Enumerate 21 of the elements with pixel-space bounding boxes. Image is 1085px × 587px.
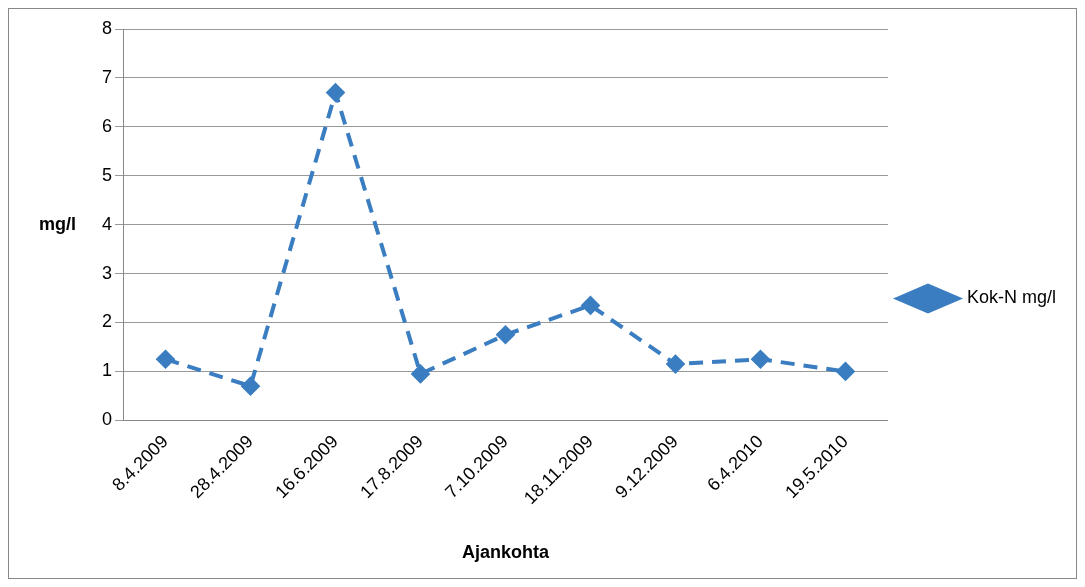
legend-label: Kok-N mg/l: [966, 287, 1056, 308]
point: [751, 350, 770, 369]
point: [411, 364, 430, 383]
point: [156, 350, 175, 369]
x-axis-title: Ajankohta: [461, 542, 550, 563]
y-tick-label: 7: [102, 66, 113, 87]
point: [496, 325, 515, 344]
y-tick-label: 8: [102, 17, 113, 38]
y-tick-label: 2: [102, 311, 113, 332]
y-tick-label: 4: [102, 213, 113, 234]
point: [241, 377, 260, 396]
point: [666, 355, 685, 374]
point: [581, 296, 600, 315]
y-tick-label: 0: [102, 409, 113, 430]
y-axis-title: mg/l: [39, 213, 77, 234]
y-tick-label: 5: [102, 164, 113, 185]
y-tick-label: 6: [102, 115, 113, 136]
y-tick-label: 1: [102, 360, 113, 381]
point: [326, 83, 345, 102]
point: [836, 362, 855, 381]
y-tick-label: 3: [102, 262, 113, 283]
